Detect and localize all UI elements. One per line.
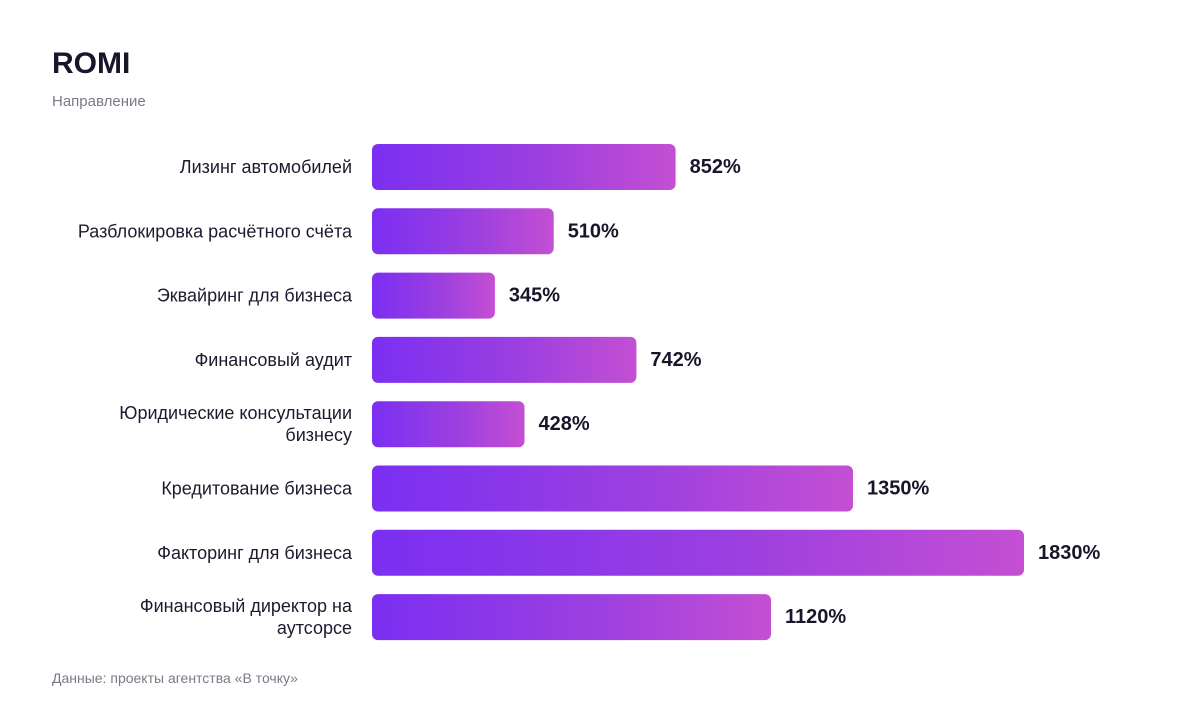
bars-group: 852% Лизинг автомобилей 510% Разблокировка … [78, 144, 1100, 641]
bar-value-label: 345% [509, 285, 560, 307]
bar-value-label: 852% [690, 156, 741, 178]
bar-value-label: 1350% [867, 478, 929, 500]
category-label-line: Юридические консультации [119, 403, 352, 423]
category-label: Юридические консультации бизнесу [119, 403, 352, 445]
category-label-line: Финансовый аудит [195, 350, 352, 370]
category-label-line: бизнесу [285, 425, 352, 445]
bar-value-label: 742% [650, 349, 701, 371]
chart-subtitle: Направление [52, 93, 146, 110]
category-label-line: Эквайринг для бизнеса [157, 286, 353, 306]
bar-5 [372, 401, 525, 448]
bar-3 [372, 272, 495, 319]
bar-2 [372, 208, 554, 255]
category-label: Факторинг для бизнеса [157, 543, 353, 563]
category-label-line: Кредитование бизнеса [161, 479, 353, 499]
bar-6 [372, 465, 853, 512]
category-label-line: Финансовый директор на [140, 596, 353, 616]
category-label-line: Факторинг для бизнеса [157, 543, 353, 563]
category-label-line: аутсорсе [277, 618, 352, 638]
bar-value-label: 1830% [1038, 542, 1100, 564]
category-label-line: Разблокировка расчётного счёта [78, 221, 353, 241]
category-label: Эквайринг для бизнеса [157, 286, 353, 306]
bar-value-label: 510% [568, 220, 619, 242]
bar-1 [372, 144, 676, 190]
bar-value-label: 428% [539, 413, 590, 435]
bar-8 [372, 594, 771, 641]
category-label: Финансовый аудит [195, 350, 352, 370]
category-label: Лизинг автомобилей [180, 157, 352, 177]
bar-4 [372, 336, 637, 383]
source-footnote: Данные: проекты агентства «В точку» [52, 670, 298, 686]
chart-title: ROMI [52, 47, 131, 80]
category-label: Финансовый директор на аутсорсе [140, 596, 353, 638]
bar-value-label: 1120% [785, 606, 846, 628]
category-label-line: Лизинг автомобилей [180, 157, 352, 177]
bar-7 [372, 529, 1024, 576]
category-label: Кредитование бизнеса [161, 479, 353, 499]
category-label: Разблокировка расчётного счёта [78, 221, 353, 241]
